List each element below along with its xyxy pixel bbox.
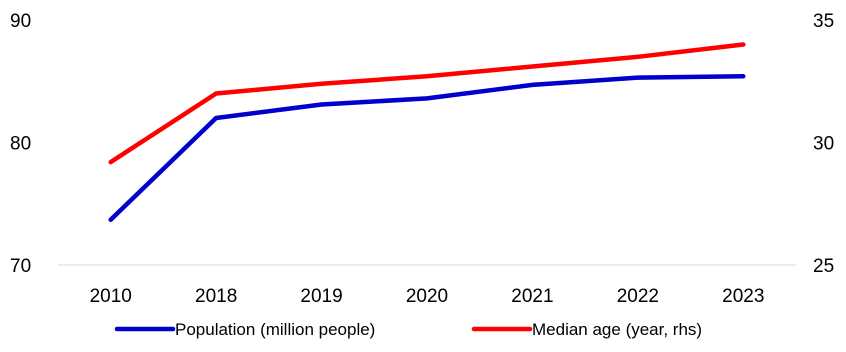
legend-label-population: Population (million people) [175, 320, 375, 339]
series-lines-group [111, 44, 744, 219]
x-tick-label: 2022 [617, 286, 659, 307]
x-tick-label: 2010 [90, 286, 132, 307]
y-right-tick-label: 30 [813, 134, 834, 155]
y-right-tick-label: 35 [813, 11, 834, 32]
series-line-median-age [111, 45, 744, 163]
y-left-tick-label: 80 [10, 134, 31, 155]
y-left-tick-label: 90 [10, 11, 31, 32]
y-right-tick-label: 25 [813, 256, 834, 277]
x-tick-label: 2020 [406, 286, 448, 307]
x-tick-label: 2019 [300, 286, 342, 307]
x-tick-label: 2021 [511, 286, 553, 307]
x-tick-label: 2018 [195, 286, 237, 307]
legend: Population (million people) Median age (y… [117, 320, 702, 339]
x-tick-label: 2023 [722, 286, 764, 307]
axes-group: 70 80 90 25 30 35 2010 2018 2019 2020 2021 2022 2023 [10, 11, 834, 307]
y-left-tick-label: 70 [10, 256, 31, 277]
legend-label-median-age: Median age (year, rhs) [532, 320, 702, 339]
